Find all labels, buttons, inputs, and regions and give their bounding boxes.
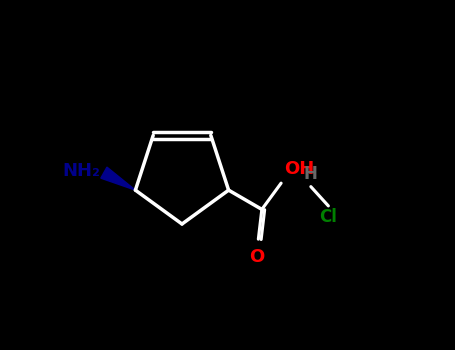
Text: H: H bbox=[304, 165, 318, 183]
Text: OH: OH bbox=[284, 160, 315, 178]
Polygon shape bbox=[101, 167, 136, 190]
Text: NH₂: NH₂ bbox=[62, 162, 101, 180]
Text: O: O bbox=[249, 248, 264, 266]
Text: Cl: Cl bbox=[319, 208, 337, 226]
